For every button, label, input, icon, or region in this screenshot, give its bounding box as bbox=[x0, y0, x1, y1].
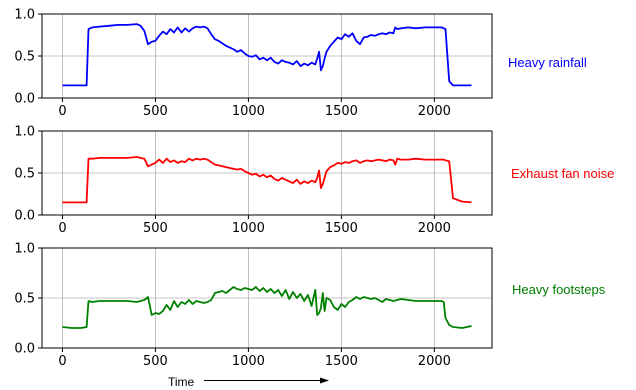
series-label-heavy-rainfall: Heavy rainfall bbox=[508, 55, 587, 70]
y-tick-label: 1.0 bbox=[14, 8, 35, 23]
x-tick-label: 1500 bbox=[325, 221, 358, 236]
x-tick-label: 0 bbox=[58, 221, 66, 236]
x-tick-label: 2000 bbox=[418, 354, 451, 369]
time-arrow-head-icon bbox=[320, 377, 329, 384]
x-tick-label: 2000 bbox=[418, 221, 451, 236]
y-tick-label: 0.5 bbox=[14, 167, 35, 182]
series-label-heavy-footsteps: Heavy footsteps bbox=[512, 282, 606, 297]
x-tick-label: 1500 bbox=[325, 354, 358, 369]
subplot-1: 0 500 1000 1500 2000 0.0 0.5 1.0 bbox=[14, 8, 493, 119]
x-tick-label: 500 bbox=[143, 354, 168, 369]
x-tick-label: 2000 bbox=[418, 104, 451, 119]
x-tick-label: 500 bbox=[143, 104, 168, 119]
series-line bbox=[62, 286, 472, 329]
x-tick-label: 1000 bbox=[232, 221, 265, 236]
x-tick-label: 0 bbox=[58, 354, 66, 369]
y-tick-label: 0.0 bbox=[14, 209, 35, 224]
x-tick-label: 500 bbox=[143, 221, 168, 236]
subplot-3: 0 500 1000 1500 2000 0.0 0.5 1.0 bbox=[14, 242, 493, 369]
time-label: Time bbox=[168, 375, 195, 389]
subplot-2: 0 500 1000 1500 2000 0.0 0.5 1.0 bbox=[14, 125, 493, 236]
y-tick-label: 0.5 bbox=[14, 50, 35, 65]
y-tick-label: 0.0 bbox=[14, 92, 35, 107]
series-line bbox=[62, 23, 472, 87]
y-tick-label: 1.0 bbox=[14, 242, 35, 257]
x-tick-label: 1000 bbox=[232, 104, 265, 119]
x-tick-label: 1000 bbox=[232, 354, 265, 369]
y-tick-label: 0.0 bbox=[14, 342, 35, 357]
series-label-exhaust-fan-noise: Exhaust fan noise bbox=[511, 166, 614, 181]
y-tick-label: 1.0 bbox=[14, 125, 35, 140]
y-tick-label: 0.5 bbox=[14, 292, 35, 307]
series-line bbox=[62, 156, 472, 204]
x-tick-label: 0 bbox=[58, 104, 66, 119]
x-tick-label: 1500 bbox=[325, 104, 358, 119]
